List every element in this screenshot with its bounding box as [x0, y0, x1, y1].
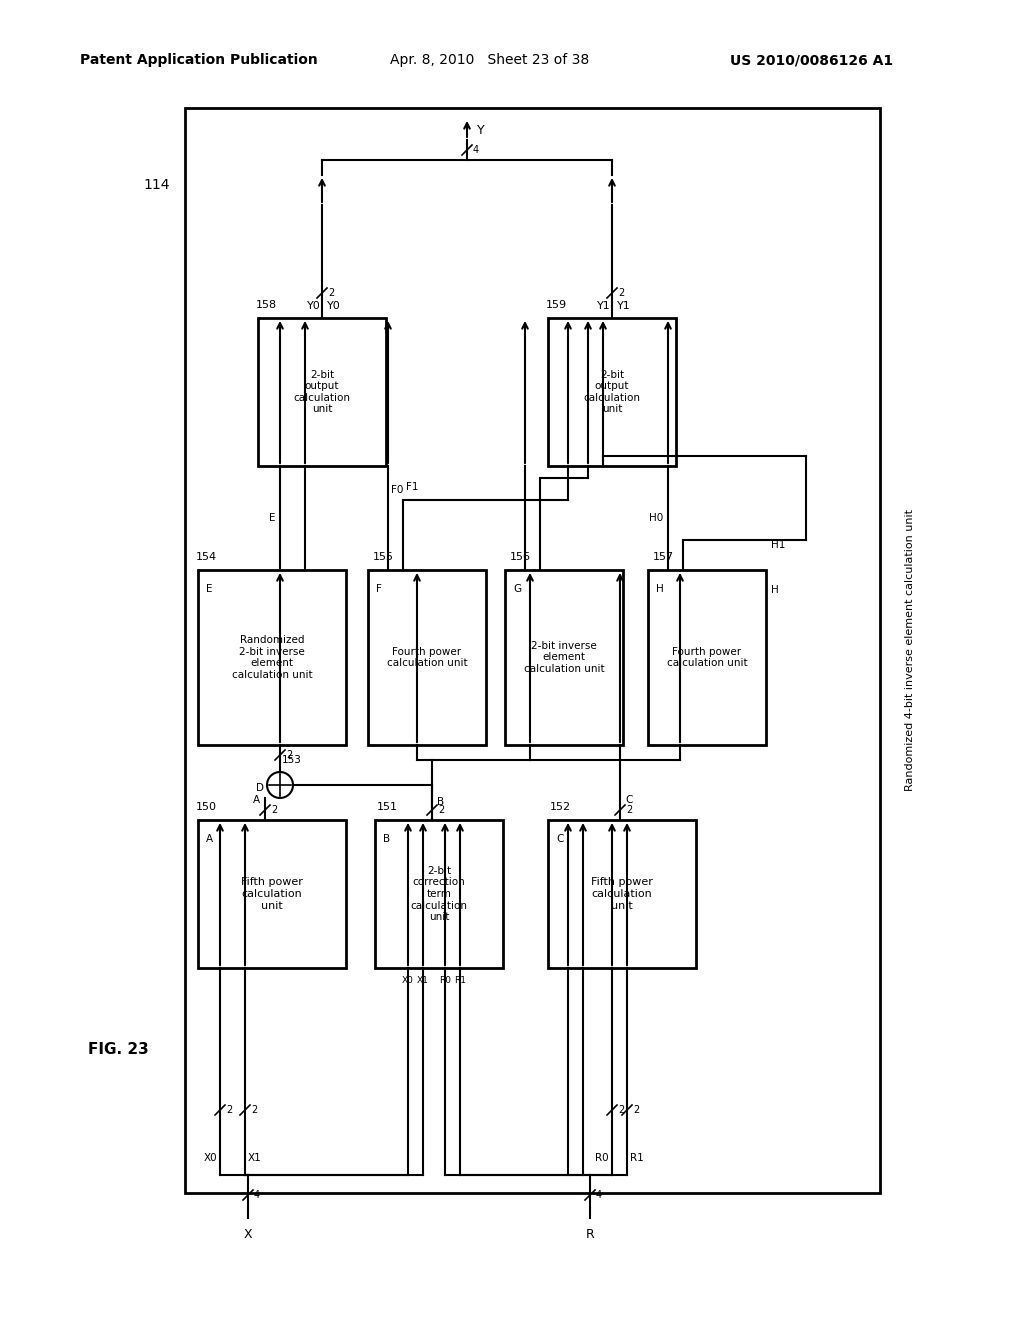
Text: Apr. 8, 2010   Sheet 23 of 38: Apr. 8, 2010 Sheet 23 of 38	[390, 53, 589, 67]
Bar	[548, 318, 676, 466]
Text: 2: 2	[328, 288, 334, 298]
Text: 2-bit
output
calculation
unit: 2-bit output calculation unit	[294, 370, 350, 414]
Text: 2-bit
output
calculation
unit: 2-bit output calculation unit	[584, 370, 640, 414]
Text: Randomized 4-bit inverse element calculation unit: Randomized 4-bit inverse element calcula…	[905, 510, 915, 791]
Text: Y0: Y0	[327, 301, 341, 312]
Text: X1: X1	[248, 1152, 262, 1163]
Text: E: E	[206, 583, 213, 594]
Text: E: E	[268, 513, 275, 523]
Text: H1: H1	[771, 540, 785, 550]
Bar	[375, 820, 503, 968]
Text: H0: H0	[649, 513, 663, 523]
Text: B: B	[437, 797, 444, 807]
Text: 2: 2	[633, 1105, 639, 1115]
Text: Fourth power
calculation unit: Fourth power calculation unit	[667, 647, 748, 668]
Text: C: C	[556, 834, 563, 843]
Text: Y: Y	[477, 124, 484, 136]
Text: H: H	[771, 585, 778, 595]
Text: X: X	[244, 1228, 252, 1241]
Text: US 2010/0086126 A1: US 2010/0086126 A1	[730, 53, 893, 67]
Text: 2: 2	[618, 1105, 625, 1115]
Text: 2: 2	[251, 1105, 257, 1115]
Bar	[368, 570, 486, 744]
Text: R0: R0	[439, 975, 451, 985]
Text: F1: F1	[406, 482, 419, 492]
Bar	[505, 570, 623, 744]
Bar	[258, 318, 386, 466]
Text: 2: 2	[226, 1105, 232, 1115]
Text: 158: 158	[256, 300, 278, 310]
Text: Y1: Y1	[597, 301, 610, 312]
Text: 156: 156	[510, 552, 531, 562]
Text: H: H	[656, 583, 664, 594]
Text: X1: X1	[417, 975, 429, 985]
Bar	[198, 570, 346, 744]
Text: 150: 150	[196, 803, 217, 812]
Bar	[185, 108, 880, 1193]
Text: X0: X0	[204, 1152, 217, 1163]
Text: F: F	[376, 583, 382, 594]
Text: R1: R1	[454, 975, 466, 985]
Text: R: R	[586, 1228, 594, 1241]
Text: 114: 114	[143, 178, 170, 191]
Text: B: B	[383, 834, 390, 843]
Text: 2: 2	[286, 750, 292, 760]
Text: 151: 151	[377, 803, 398, 812]
Text: 154: 154	[196, 552, 217, 562]
Text: Y1: Y1	[617, 301, 631, 312]
Text: A: A	[206, 834, 213, 843]
Text: X0: X0	[402, 975, 414, 985]
Text: 152: 152	[550, 803, 571, 812]
Text: 155: 155	[373, 552, 394, 562]
Text: 153: 153	[282, 755, 302, 766]
Bar	[648, 570, 766, 744]
Text: C: C	[625, 795, 633, 805]
Text: 2: 2	[626, 805, 632, 814]
Text: 157: 157	[653, 552, 674, 562]
Bar	[548, 820, 696, 968]
Text: G: G	[513, 583, 521, 594]
Text: R1: R1	[630, 1152, 644, 1163]
Text: Y0: Y0	[307, 301, 321, 312]
Text: 2: 2	[618, 288, 625, 298]
Text: Fifth power
calculation
unit: Fifth power calculation unit	[241, 878, 303, 911]
Text: 4: 4	[473, 145, 479, 154]
Text: 159: 159	[546, 300, 567, 310]
Text: 2: 2	[438, 805, 444, 814]
Text: 2-bit inverse
element
calculation unit: 2-bit inverse element calculation unit	[523, 642, 604, 675]
Text: 2: 2	[271, 805, 278, 814]
Text: F0: F0	[391, 484, 403, 495]
Text: Fourth power
calculation unit: Fourth power calculation unit	[387, 647, 467, 668]
Text: Randomized
2-bit inverse
element
calculation unit: Randomized 2-bit inverse element calcula…	[231, 635, 312, 680]
Text: 4: 4	[596, 1191, 602, 1200]
Bar	[198, 820, 346, 968]
Text: Patent Application Publication: Patent Application Publication	[80, 53, 317, 67]
Text: 2-bit
correction
term
calculation
unit: 2-bit correction term calculation unit	[411, 866, 468, 923]
Text: R0: R0	[595, 1152, 609, 1163]
Text: FIG. 23: FIG. 23	[88, 1043, 148, 1057]
Text: 4: 4	[254, 1191, 260, 1200]
Text: A: A	[253, 795, 260, 805]
Text: D: D	[256, 783, 264, 793]
Text: Fifth power
calculation
unit: Fifth power calculation unit	[591, 878, 653, 911]
